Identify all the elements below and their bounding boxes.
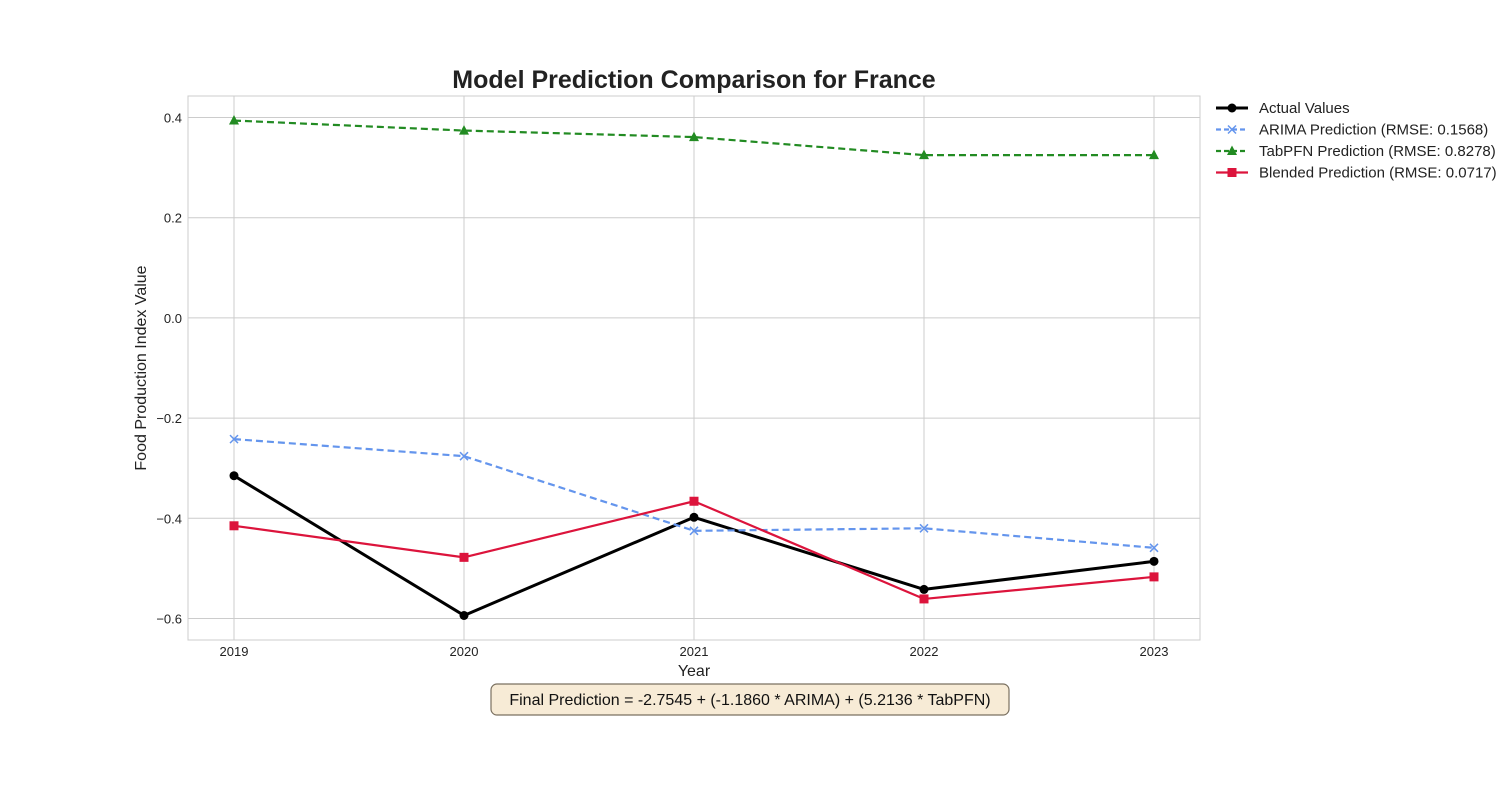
- legend-label: TabPFN Prediction (RMSE: 0.8278): [1259, 143, 1496, 160]
- y-tick-label: −0.6: [156, 611, 182, 626]
- legend-marker: [1227, 168, 1237, 177]
- series-0: [229, 471, 1159, 620]
- data-point: [1149, 149, 1159, 160]
- legend: Actual Values ARIMA Prediction (RMSE: 0.1…: [1216, 100, 1497, 182]
- chart-title: Model Prediction Comparison for France: [452, 66, 935, 94]
- legend-item: TabPFN Prediction (RMSE: 0.8278): [1216, 143, 1496, 160]
- plot-frame: [187, 95, 1201, 641]
- data-point: [229, 434, 239, 444]
- data-point: [1149, 556, 1159, 566]
- data-point: [459, 552, 469, 562]
- data-point: [229, 521, 239, 531]
- formula-box: [490, 683, 1010, 716]
- legend-marker: [1227, 145, 1237, 155]
- formula-annotation: Final Prediction = -2.7545 + (-1.1860 * …: [509, 692, 990, 709]
- y-tick-label: −0.2: [156, 411, 182, 426]
- x-stroke: [459, 451, 469, 461]
- series-lines: [229, 115, 1159, 620]
- x-stroke: [1149, 543, 1159, 553]
- y-tick-label: 0.2: [164, 211, 182, 226]
- data-point: [919, 523, 929, 533]
- data-point: [459, 451, 469, 461]
- x-tick-label: 2022: [910, 644, 939, 659]
- x-stroke: [919, 523, 929, 533]
- x-tick-label: 2021: [680, 644, 709, 659]
- x-tick-label: 2019: [220, 644, 249, 659]
- legend-label: Blended Prediction (RMSE: 0.0717): [1259, 165, 1497, 182]
- data-point: [1149, 543, 1159, 553]
- x-stroke: [1227, 124, 1237, 135]
- legend-label: ARIMA Prediction (RMSE: 0.1568): [1259, 122, 1488, 139]
- series-2: [229, 115, 1159, 160]
- data-point: [689, 526, 699, 536]
- grid: [188, 96, 1200, 640]
- data-point: [459, 125, 469, 135]
- legend-marker: [1227, 124, 1237, 135]
- y-tick-label: 0.0: [164, 311, 182, 326]
- data-point: [689, 512, 699, 522]
- legend-item: Actual Values: [1216, 100, 1350, 117]
- series-3: [229, 496, 1159, 604]
- data-point: [229, 471, 239, 481]
- legend-item: ARIMA Prediction (RMSE: 0.1568): [1216, 122, 1488, 139]
- x-stroke: [229, 434, 239, 444]
- x-axis-label: Year: [678, 663, 711, 680]
- x-axis-ticks: 2019 2020 2021 2022 2023: [220, 644, 1169, 659]
- data-point: [689, 496, 699, 506]
- data-point: [919, 584, 929, 594]
- legend-label: Actual Values: [1259, 100, 1350, 117]
- series-1: [229, 434, 1159, 553]
- data-point: [689, 131, 699, 142]
- y-axis-label: Food Production Index Value: [133, 265, 150, 470]
- data-point: [229, 115, 239, 125]
- y-tick-label: 0.4: [164, 111, 182, 126]
- legend-item: Blended Prediction (RMSE: 0.0717): [1216, 165, 1497, 182]
- data-point: [919, 149, 929, 160]
- x-tick-label: 2020: [450, 644, 479, 659]
- x-stroke: [689, 526, 699, 536]
- data-point: [919, 594, 929, 604]
- data-point: [459, 610, 469, 620]
- x-tick-label: 2023: [1140, 644, 1169, 659]
- data-point: [1149, 572, 1159, 582]
- y-tick-label: −0.4: [156, 511, 182, 526]
- legend-marker: [1227, 103, 1237, 113]
- y-axis-ticks: 0.4 0.2 0.0 −0.2 −0.4 −0.6: [156, 111, 182, 627]
